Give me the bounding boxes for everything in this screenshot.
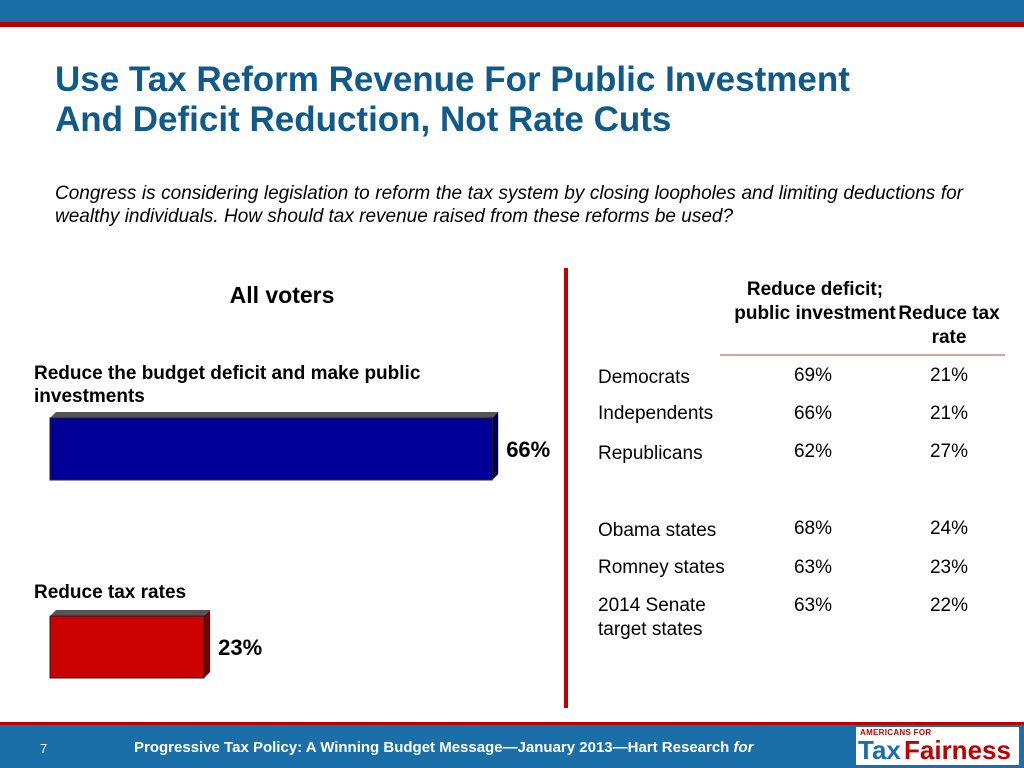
row-label: Independents	[598, 403, 714, 424]
row-value-deficit: 68%	[793, 518, 833, 539]
bottom-accent-line	[0, 722, 1024, 725]
vertical-divider	[564, 268, 568, 708]
footer-text: Progressive Tax Policy: A Winning Budget…	[134, 739, 754, 756]
row-value-tax-rate: 24%	[929, 518, 969, 539]
table-header-rule	[720, 354, 1005, 356]
row-value-deficit: 69%	[793, 365, 833, 386]
bar-value-label: 23%	[218, 635, 262, 660]
category-label-tax-rates: Reduce tax rates	[34, 582, 187, 603]
tax-fairness-logo: AMERICANS FOR Tax Fairness	[856, 727, 1019, 765]
row-value-tax-rate: 27%	[929, 441, 969, 462]
footer-source: Progressive Tax Policy: A Winning Budget…	[134, 739, 730, 756]
category-label-deficit: Reduce the budget deficit and make publi…	[34, 363, 421, 407]
table-header-tax-rate: Reduce tax rate	[898, 303, 1000, 348]
table-row: Republicans 62% 27%	[580, 440, 1010, 470]
page-number: 7	[40, 741, 48, 756]
row-label: Democrats	[598, 367, 690, 388]
bar-value-label: 66%	[506, 437, 550, 462]
slide-title-line-1: Use Tax Reform Revenue For Public Invest…	[55, 60, 850, 99]
row-label: Obama states	[598, 520, 717, 541]
slide-title-line-2: And Deficit Reduction, Not Rate Cuts	[55, 100, 672, 139]
logo-americans-for: AMERICANS FOR	[860, 728, 932, 737]
bar-top-face	[50, 412, 499, 418]
row-value-deficit: 63%	[793, 557, 833, 578]
table-row: Obama states 68% 24%	[580, 517, 1010, 547]
footer-for: for	[733, 739, 754, 756]
bar-2: 23%	[49, 610, 262, 679]
bar-side-face	[492, 412, 499, 480]
logo-fairness: Fairness	[904, 735, 1011, 765]
bar-front-face	[49, 615, 205, 679]
bar-top-face	[50, 610, 211, 616]
row-label: Republicans	[598, 443, 703, 464]
row-value-deficit: 62%	[793, 441, 833, 462]
chart-title: All voters	[229, 282, 335, 308]
top-bar	[0, 0, 1024, 22]
bar-front-face	[49, 417, 493, 481]
table-row: Democrats 69% 21%	[580, 364, 1010, 394]
table-header-deficit: Reduce deficit; public investment	[734, 279, 896, 324]
bar-side-face	[204, 610, 211, 678]
row-value-tax-rate: 21%	[929, 365, 969, 386]
survey-question: Congress is considering legislation to r…	[55, 183, 963, 227]
row-value-tax-rate: 23%	[929, 557, 969, 578]
row-value-tax-rate: 22%	[929, 595, 969, 616]
slide-title: Use Tax Reform Revenue For Public Invest…	[55, 60, 995, 140]
row-value-deficit: 63%	[793, 595, 833, 616]
bar-1: 66%	[49, 412, 550, 481]
row-value-deficit: 66%	[793, 403, 833, 424]
row-value-tax-rate: 21%	[929, 403, 969, 424]
row-label: 2014 Senate target states	[598, 595, 706, 640]
bar-chart: 66% 23%	[49, 412, 550, 679]
footer-bar	[0, 725, 1024, 768]
logo-tax: Tax	[858, 735, 901, 765]
table-row: Romney states 63% 23%	[580, 556, 1010, 586]
row-label: Romney states	[598, 557, 725, 578]
table-row: 2014 Senate target states 63% 22%	[580, 594, 1010, 654]
table-row: Independents 66% 21%	[580, 402, 1010, 432]
top-accent-line	[0, 22, 1024, 27]
